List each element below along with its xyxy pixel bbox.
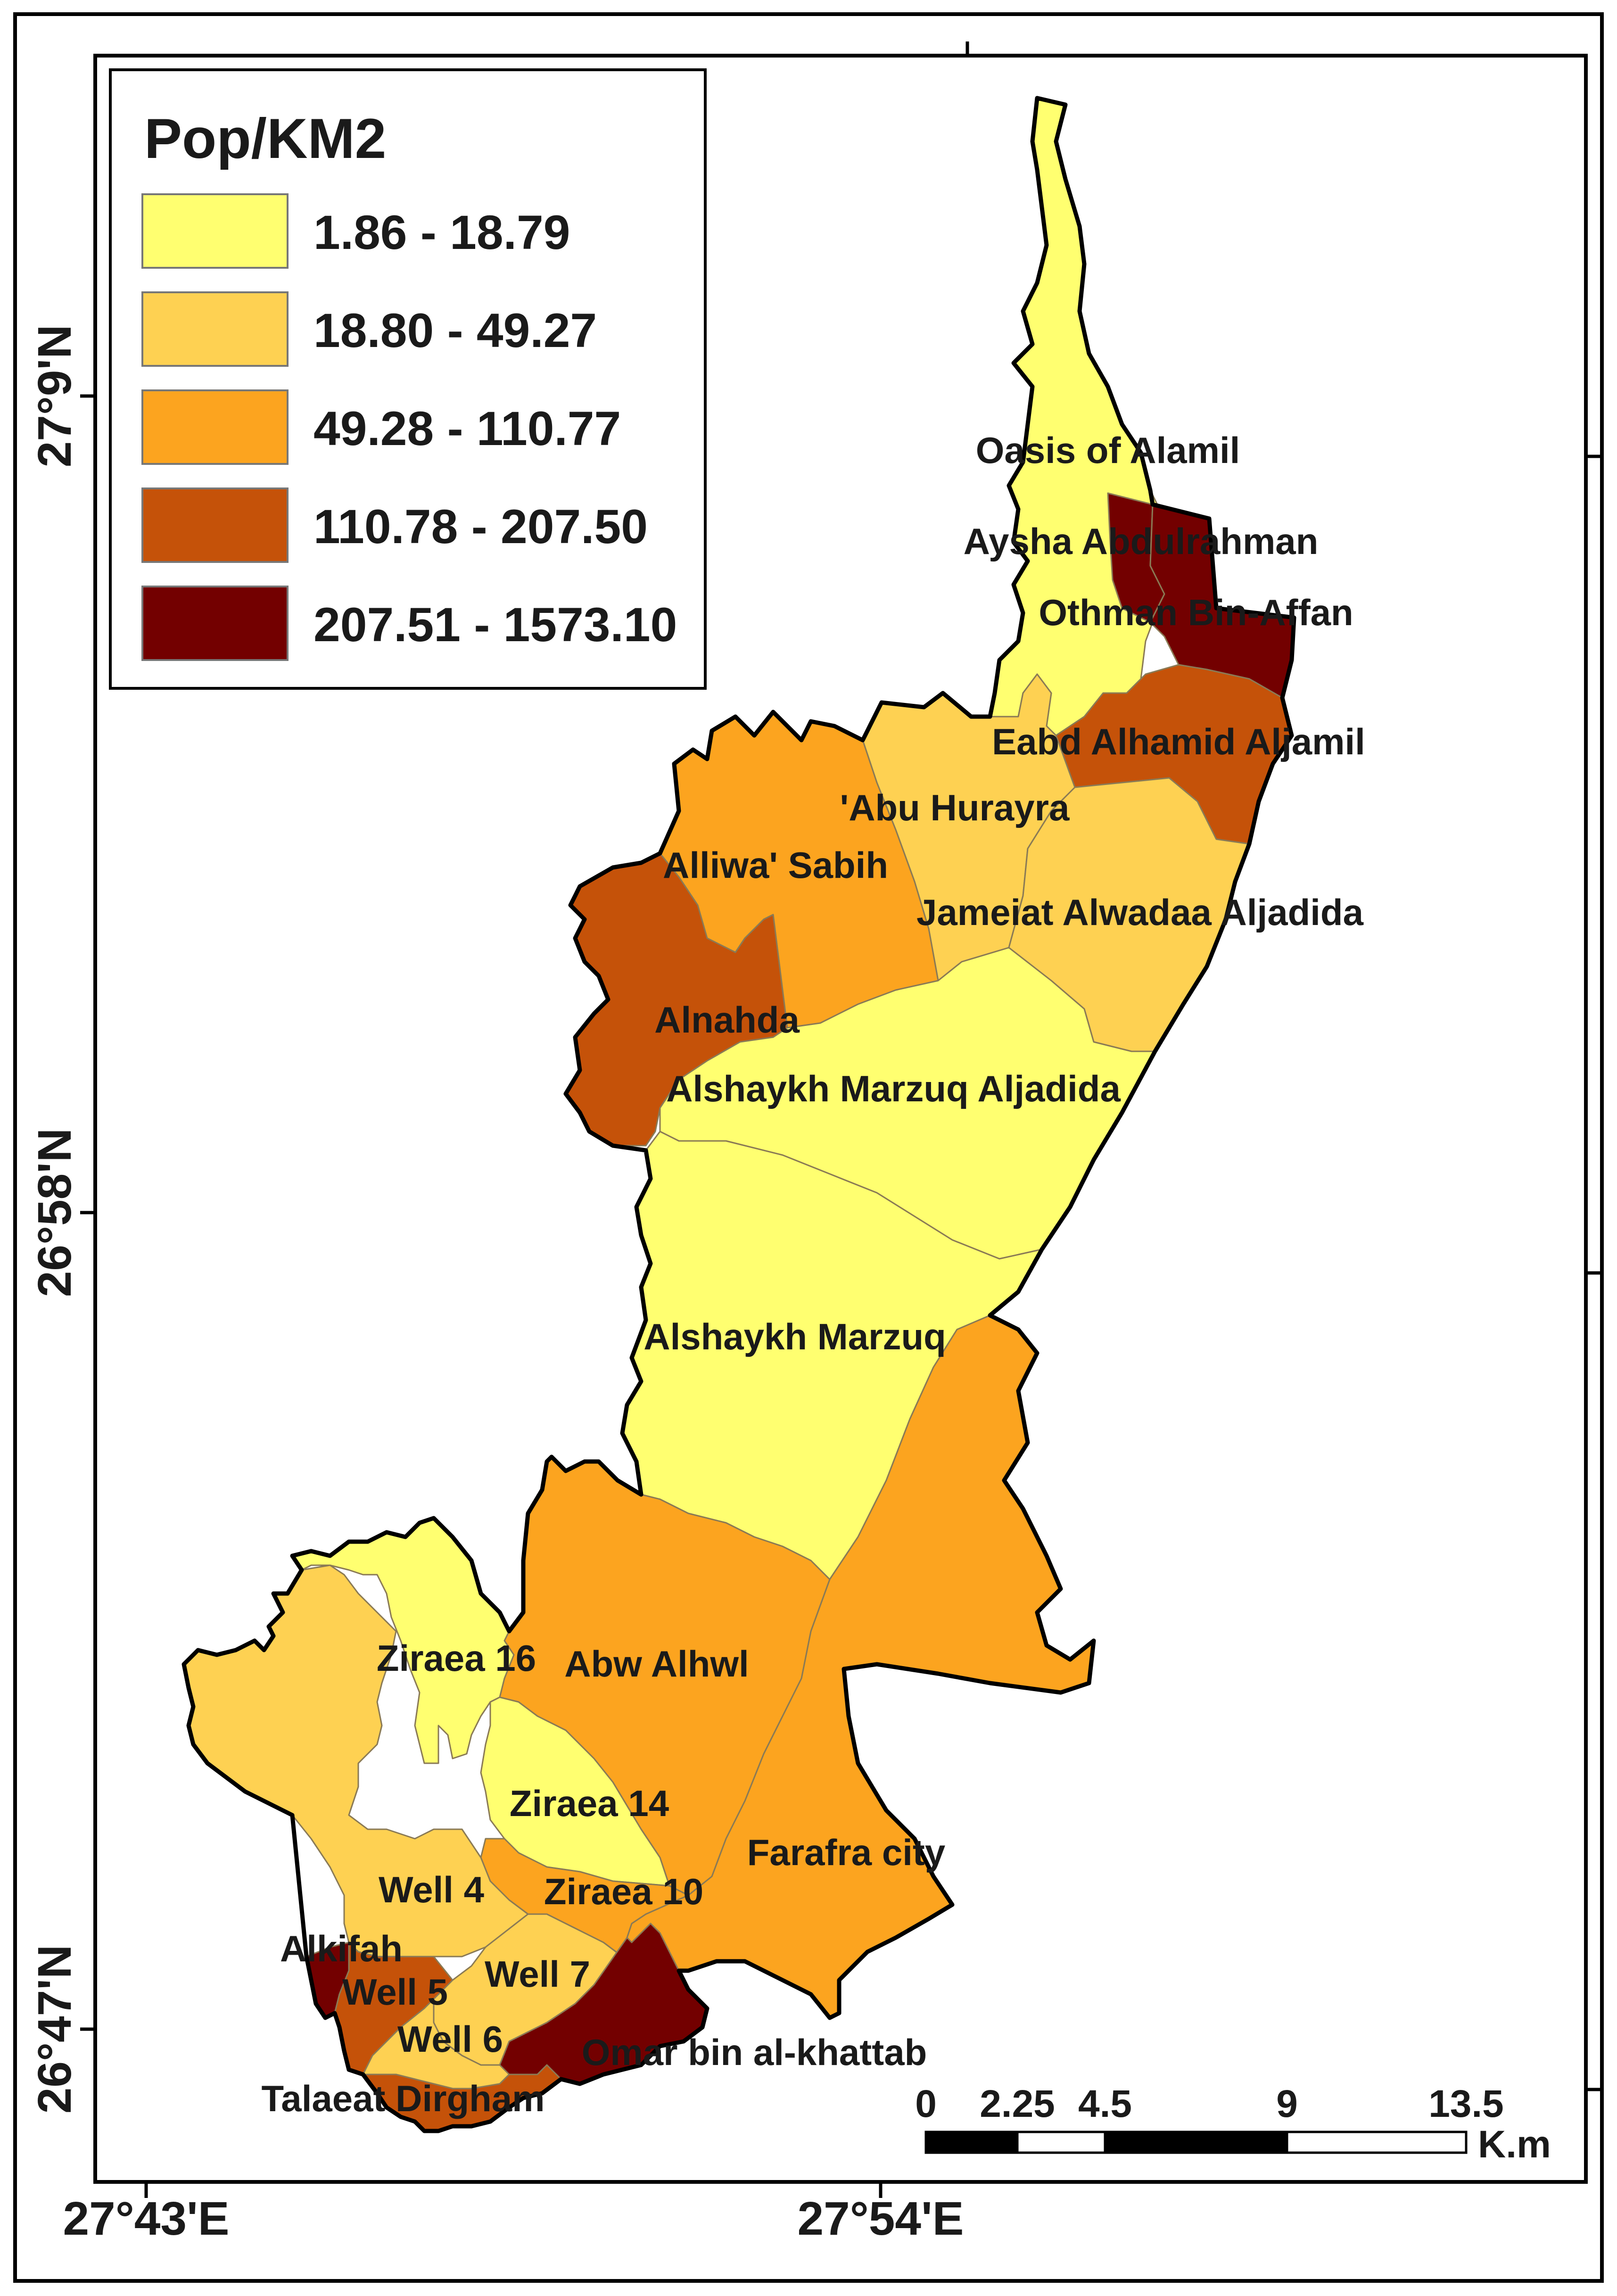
legend: Pop/KM2 1.86 - 18.79 18.80 - 49.27 49.28… bbox=[109, 68, 707, 690]
label-abw-alhwl: Abw Alhwl bbox=[564, 1643, 749, 1685]
label-omar-bin-al-khattab: Omar bin al-khattab bbox=[582, 2032, 927, 2073]
study-area-boundary bbox=[182, 96, 1296, 2133]
legend-label-3: 49.28 - 110.77 bbox=[314, 402, 621, 455]
label-jameiat-alwadaa-aljadida: Jameiat Alwadaa Aljadida bbox=[916, 892, 1364, 933]
legend-label-4: 110.78 - 207.50 bbox=[314, 500, 648, 553]
scale-seg-4 bbox=[1286, 2131, 1468, 2154]
scale-bar: 0 2.25 4.5 9 13.5 K.m bbox=[915, 2082, 1551, 2166]
label-talaeat-dirgham: Talaeat Dirgham bbox=[261, 2078, 544, 2119]
scale-seg-1 bbox=[924, 2131, 1019, 2154]
label-well-7: Well 7 bbox=[485, 1953, 590, 1995]
label-ziraea-16: Ziraea 16 bbox=[377, 1637, 536, 1679]
label-well-6: Well 6 bbox=[397, 2018, 503, 2060]
label-othman-bin-affan: Othman Bin-Affan bbox=[1039, 592, 1353, 633]
scale-tick-1: 2.25 bbox=[980, 2082, 1055, 2125]
label-aysha-abdulrahman: Aysha Abdulrahman bbox=[964, 520, 1319, 562]
scale-seg-3 bbox=[1104, 2131, 1288, 2154]
legend-label-1: 1.86 - 18.79 bbox=[314, 206, 570, 259]
legend-label-5: 207.51 - 1573.10 bbox=[314, 598, 677, 652]
label-oasis-of-alamil: Oasis of Alamil bbox=[976, 429, 1240, 471]
legend-box bbox=[109, 68, 707, 690]
lon-label-left: 27°43'E bbox=[63, 2192, 230, 2245]
label-eabd-alhamid-aljamil: Eabd Alhamid Aljamil bbox=[992, 721, 1365, 762]
lat-label-middle: 26°58'N bbox=[28, 1128, 81, 1297]
label-alshaykh-marzuq-aljadida: Alshaykh Marzuq Aljadida bbox=[666, 1068, 1121, 1109]
scale-unit: K.m bbox=[1478, 2123, 1551, 2166]
legend-swatch-2 bbox=[141, 291, 289, 367]
district-labels: Oasis of Alamil Aysha Abdulrahman Othman… bbox=[261, 429, 1365, 2119]
district-polygons bbox=[183, 97, 1295, 2132]
legend-swatch-1 bbox=[141, 193, 289, 269]
legend-swatch-5 bbox=[141, 586, 289, 661]
scale-tick-3: 9 bbox=[1276, 2082, 1298, 2125]
legend-label-2: 18.80 - 49.27 bbox=[314, 304, 597, 357]
label-well-5: Well 5 bbox=[342, 1971, 448, 2013]
lat-label-bottom: 26°47'N bbox=[28, 1945, 81, 2114]
graticule-ticks bbox=[80, 41, 1601, 2198]
legend-swatch-3 bbox=[141, 389, 289, 465]
scale-seg-2 bbox=[1016, 2131, 1106, 2154]
scale-tick-2: 4.5 bbox=[1078, 2082, 1132, 2125]
label-ziraea-14: Ziraea 14 bbox=[510, 1783, 669, 1824]
lat-label-top: 27°9'N bbox=[28, 325, 81, 468]
label-alkifah: Alkifah bbox=[280, 1928, 403, 1969]
label-alshaykh-marzuq: Alshaykh Marzuq bbox=[644, 1316, 946, 1357]
legend-swatch-4 bbox=[141, 487, 289, 563]
lon-label-right: 27°54'E bbox=[798, 2192, 964, 2245]
label-well-4: Well 4 bbox=[379, 1869, 484, 1910]
label-abu-hurayra: 'Abu Hurayra bbox=[840, 787, 1070, 828]
scale-tick-4: 13.5 bbox=[1428, 2082, 1504, 2125]
label-alliwa-sabih: Alliwa' Sabih bbox=[663, 844, 888, 886]
label-alnahda: Alnahda bbox=[654, 999, 800, 1041]
label-farafra-city: Farafra city bbox=[747, 1832, 946, 1873]
legend-title: Pop/KM2 bbox=[144, 107, 386, 170]
scale-tick-0: 0 bbox=[915, 2082, 937, 2125]
label-ziraea-10: Ziraea 10 bbox=[544, 1871, 703, 1912]
